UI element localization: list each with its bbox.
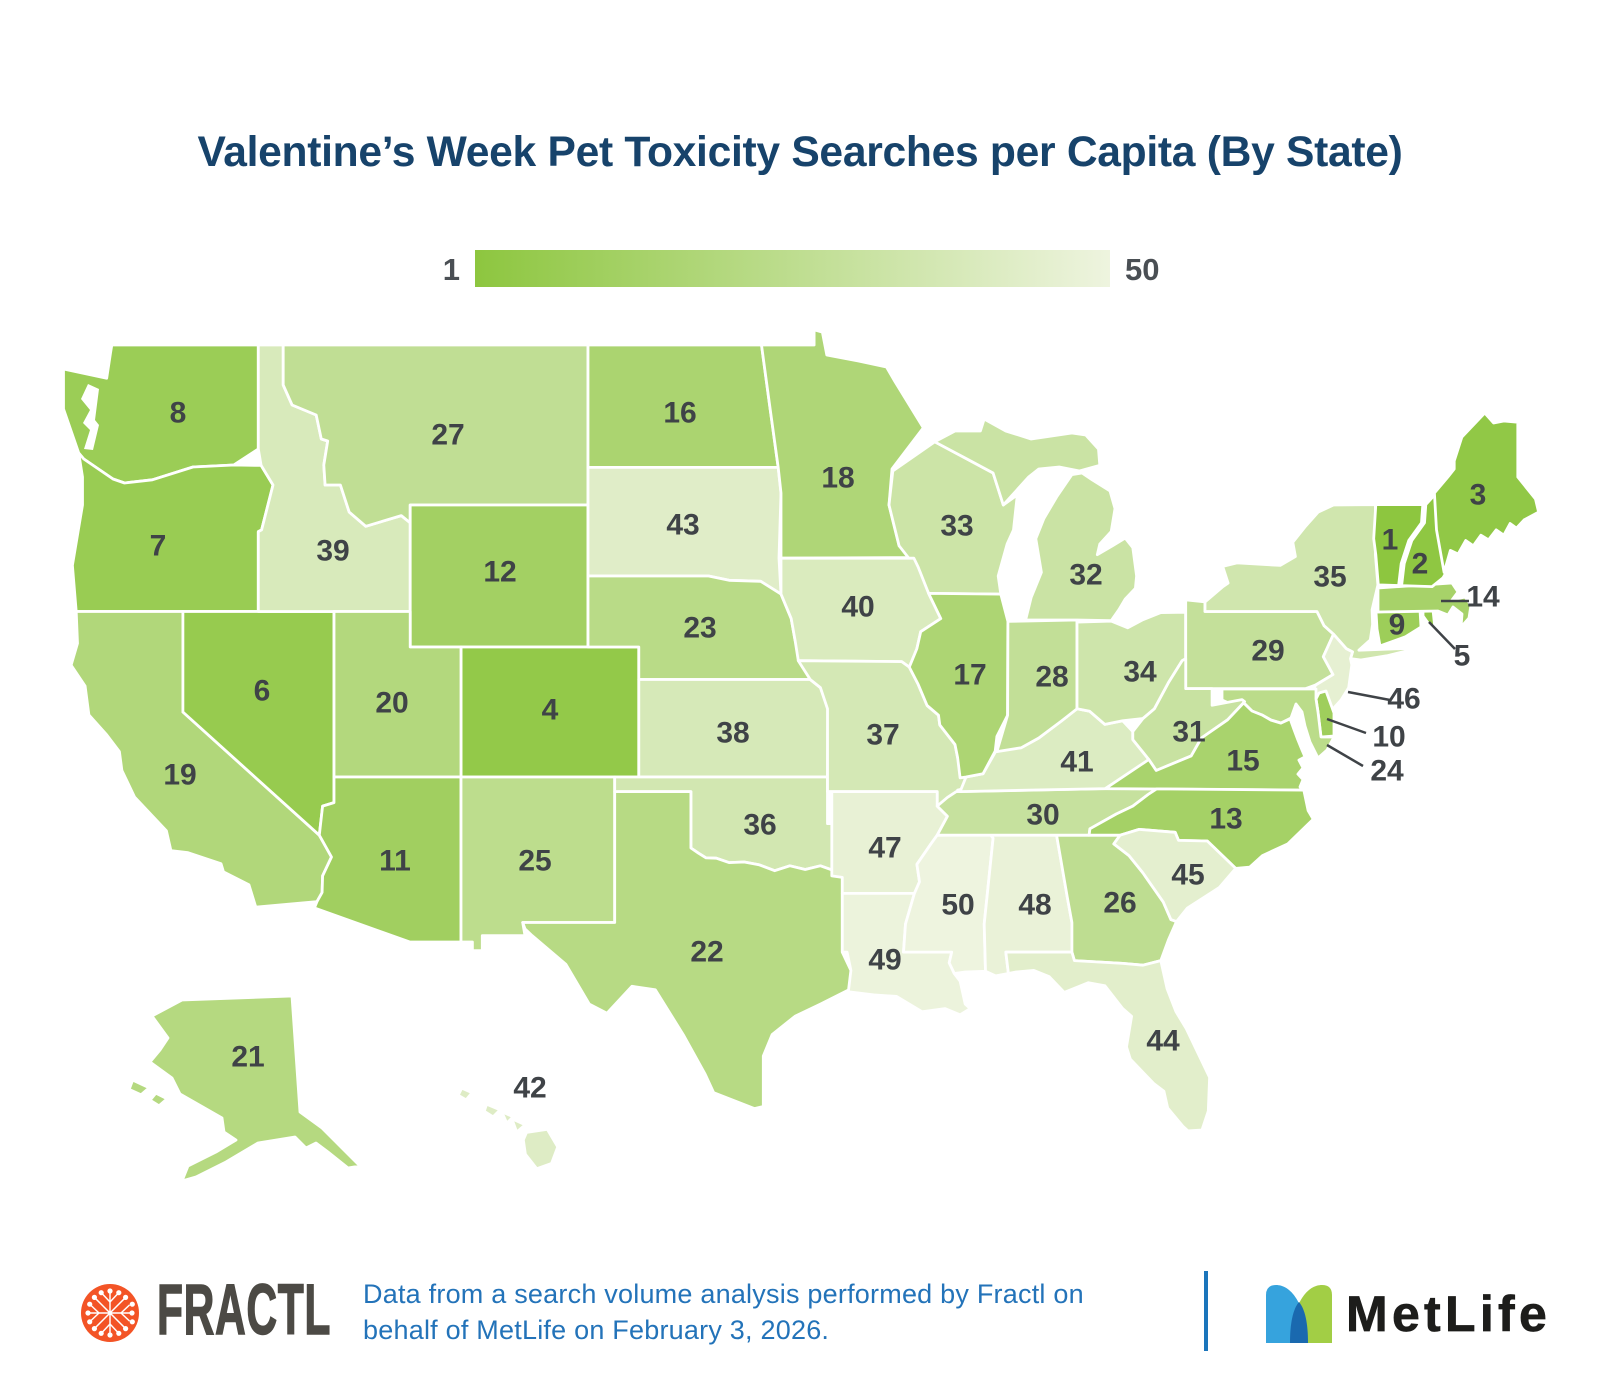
svg-text:37: 37: [866, 719, 899, 752]
svg-text:19: 19: [163, 759, 196, 792]
svg-text:20: 20: [375, 687, 408, 720]
svg-text:13: 13: [1209, 803, 1242, 836]
svg-text:24: 24: [1370, 755, 1404, 788]
svg-text:34: 34: [1123, 656, 1157, 689]
svg-text:21: 21: [231, 1041, 264, 1074]
svg-text:38: 38: [716, 717, 749, 750]
svg-text:46: 46: [1387, 683, 1420, 716]
svg-text:26: 26: [1103, 887, 1136, 920]
svg-text:14: 14: [1466, 581, 1500, 614]
svg-text:42: 42: [513, 1072, 546, 1105]
svg-text:22: 22: [690, 936, 723, 969]
svg-text:10: 10: [1372, 721, 1405, 754]
svg-text:4: 4: [542, 694, 559, 727]
svg-text:41: 41: [1060, 746, 1093, 779]
svg-text:45: 45: [1171, 859, 1204, 892]
svg-text:6: 6: [254, 675, 271, 708]
svg-text:27: 27: [431, 419, 464, 452]
svg-text:9: 9: [1389, 609, 1406, 642]
svg-text:49: 49: [868, 944, 901, 977]
svg-text:35: 35: [1313, 561, 1346, 594]
svg-text:23: 23: [683, 612, 716, 645]
svg-text:36: 36: [743, 809, 776, 842]
svg-text:28: 28: [1035, 661, 1068, 694]
svg-text:43: 43: [666, 509, 699, 542]
svg-text:3: 3: [1470, 479, 1487, 512]
svg-text:32: 32: [1069, 559, 1102, 592]
svg-text:2: 2: [1412, 548, 1429, 581]
svg-text:25: 25: [518, 845, 551, 878]
svg-text:44: 44: [1146, 1025, 1180, 1058]
svg-text:33: 33: [940, 510, 973, 543]
svg-text:7: 7: [150, 530, 167, 563]
svg-text:40: 40: [841, 591, 874, 624]
svg-text:12: 12: [483, 556, 516, 589]
svg-text:48: 48: [1018, 889, 1051, 922]
svg-text:50: 50: [941, 889, 974, 922]
svg-text:1: 1: [1382, 524, 1399, 557]
svg-text:39: 39: [316, 535, 349, 568]
svg-text:18: 18: [821, 462, 854, 495]
svg-text:15: 15: [1226, 745, 1259, 778]
svg-text:29: 29: [1251, 635, 1284, 668]
svg-text:5: 5: [1454, 640, 1471, 673]
svg-text:11: 11: [379, 845, 411, 878]
svg-text:8: 8: [170, 397, 187, 430]
svg-text:47: 47: [868, 832, 901, 865]
svg-text:17: 17: [953, 659, 986, 692]
svg-text:30: 30: [1026, 799, 1059, 832]
svg-text:16: 16: [663, 397, 696, 430]
svg-text:31: 31: [1172, 716, 1205, 749]
